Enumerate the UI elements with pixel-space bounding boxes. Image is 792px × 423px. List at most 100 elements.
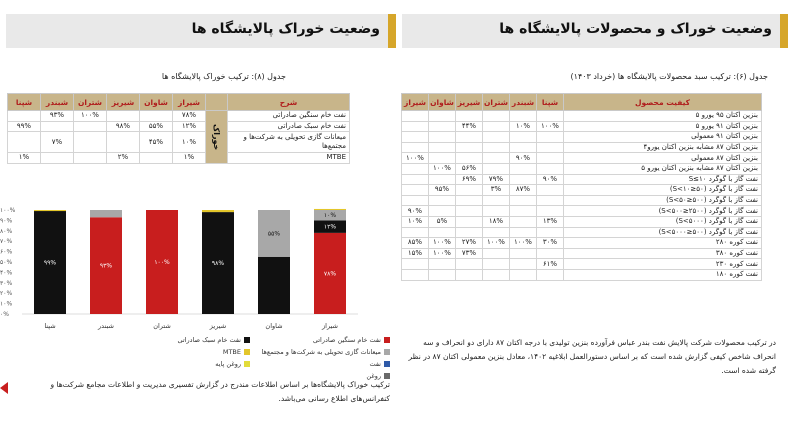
table-cell: [536, 205, 564, 217]
legend-label: روغن: [366, 372, 381, 380]
legend-swatch: [384, 349, 390, 355]
y-tick-label: ۷۰%: [0, 238, 12, 245]
table-cell: [401, 141, 429, 154]
table-cell: [428, 120, 456, 133]
table-cell: ۱%: [7, 152, 41, 164]
row-label: نفت گاز با گوگرد (۵۰≤S<۱۰): [563, 184, 762, 196]
product-basket-table: کیفیت محصول شپنا شبندر شتران شیریز شاوان شیراز…: [401, 93, 762, 281]
table-cell: [482, 141, 510, 154]
table-cell: [455, 226, 483, 239]
table-cell: [428, 205, 456, 217]
table-cell: [428, 152, 456, 164]
table-cell: [509, 226, 537, 239]
legend-item: روغن: [366, 372, 390, 380]
table-row: نفت کوره ۲۸۰ ۳۰% ۱۰۰% ۱۰۰% ۲۷% ۱۰۰% ۸۵%: [401, 237, 762, 249]
table-cell: [455, 141, 483, 154]
table-cell: [482, 247, 510, 260]
table-cell: [482, 162, 510, 175]
table-cell: [536, 194, 564, 207]
table-cell: [455, 258, 483, 270]
table-cell: [509, 131, 537, 143]
legend-label: نفت: [369, 360, 381, 368]
table-cell: ۱۰%: [509, 120, 537, 133]
table-cell: [536, 226, 564, 239]
column-header: شپنا: [7, 93, 41, 111]
bar-segment: [90, 217, 122, 314]
table-cell: ۱۰۰%: [482, 237, 510, 249]
table-row: نفت کوره ۳۸۰ ۷۳% ۱۰۰% ۱۵%: [401, 247, 762, 260]
table-cell: ۷۸%: [172, 110, 206, 122]
table-cell: ۹۰%: [536, 173, 564, 186]
x-tick-label: شیراز: [321, 322, 338, 330]
table-cell: [401, 258, 429, 270]
column-header: شیریز: [106, 93, 140, 111]
table-row: نفت گاز با گوگرد (S<۵۰۰۰) ۱۳% ۱۸% ۵% ۱۰%: [401, 215, 762, 228]
table-cell: ۱%: [172, 152, 206, 164]
bar-segment: [258, 210, 290, 257]
table-row: نفت کوره ۲۳۰ ۶۱%: [401, 258, 762, 270]
table-cell: [455, 194, 483, 207]
table-cell: [7, 110, 41, 122]
y-tick-label: ۱۰%: [0, 301, 12, 308]
table-cell: [455, 268, 483, 281]
legend-label: نفت خام سنگین صادراتی: [312, 336, 381, 344]
column-header: شتران: [73, 93, 107, 111]
table-cell: ۸۷%: [509, 184, 537, 196]
table-cell: [536, 184, 564, 196]
table-cell: [73, 120, 107, 133]
x-tick-label: شبندر: [97, 322, 114, 330]
column-header: شبندر: [40, 93, 74, 111]
y-tick-label: ۱۰۰%: [0, 207, 16, 214]
table-cell: ۱۰۰%: [509, 237, 537, 249]
row-label: میعانات گازی تحویلی به شرکت‌ها و مجتمع‌ه…: [227, 131, 350, 154]
legend-item: نفت خام سبک صادراتی: [178, 336, 250, 344]
bar-data-label: ۹۳%: [100, 263, 112, 270]
bar-data-label: ۵۵%: [268, 230, 280, 237]
bar-segment: [202, 212, 234, 314]
table-cell: [482, 205, 510, 217]
table-cell: [482, 120, 510, 133]
table-row: بنزین اکتان ۹۱ یورو ۵ ۱۰۰% ۱۰% ۴۴%: [401, 120, 762, 133]
row-label: بنزین اکتان ۹۵ یورو ۵: [563, 110, 762, 122]
bar-segment: [314, 220, 346, 233]
table-cell: [73, 152, 107, 164]
row-label: MTBE: [227, 152, 350, 164]
bar-data-label: ۱۰۰%: [154, 259, 170, 266]
row-label: نفت گاز با گوگرد (۵۰۰≤S<۵۰): [563, 194, 762, 207]
table-row: نفت کوره ۱۸۰: [401, 268, 762, 281]
table-cell: ۴۵%: [139, 131, 173, 154]
table-cell: ۴۴%: [455, 120, 483, 133]
table-cell: ۱۰۰%: [536, 120, 564, 133]
table-cell: ۱۰۰%: [401, 152, 429, 164]
table-cell: [428, 226, 456, 239]
table-cell: ۱۰%: [401, 215, 429, 228]
header-accent-bar: [780, 14, 788, 48]
column-header: شتران: [482, 93, 510, 111]
row-label: بنزین اکتان ۹۱ یورو ۵: [563, 120, 762, 133]
bar-segment: [202, 210, 234, 213]
table-row: نفت گاز با گوگرد S≤۱۰ ۹۰% ۷۹% ۶۹%: [401, 173, 762, 186]
y-tick-label: ۶۰%: [0, 249, 12, 256]
row-label: نفت خام سبک صادراتی: [227, 120, 350, 133]
table-cell: ۲۷%: [455, 237, 483, 249]
table-cell: [509, 247, 537, 260]
column-header: شیریز: [455, 93, 483, 111]
table-cell: [40, 120, 74, 133]
table-cell: [509, 194, 537, 207]
bar-segment: [90, 210, 122, 218]
bar-data-label: ۹۹%: [44, 260, 56, 267]
table-cell: [482, 152, 510, 164]
table-row: بنزین اکتان ۹۵ یورو ۵: [401, 110, 762, 122]
table-cell: [428, 110, 456, 122]
legend-item: نفت: [370, 360, 390, 368]
table-corner-header: شرح: [227, 93, 350, 111]
table-cell: [455, 184, 483, 196]
table-cell: [482, 268, 510, 281]
table-cell: ۵۵%: [139, 120, 173, 133]
table-cell: ۱۰۰%: [428, 162, 456, 175]
legend-label: روغن پایه: [215, 360, 241, 368]
table-row: بنزین اکتان ۸۷ مشابه بنزین اکتان یورو ۵ ۵…: [401, 162, 762, 175]
legend-item: میعانات گازی تحویلی به شرکت‌ها و مجتمع‌ه…: [261, 348, 390, 356]
table-cell: ۳%: [482, 184, 510, 196]
table-cell: [401, 120, 429, 133]
